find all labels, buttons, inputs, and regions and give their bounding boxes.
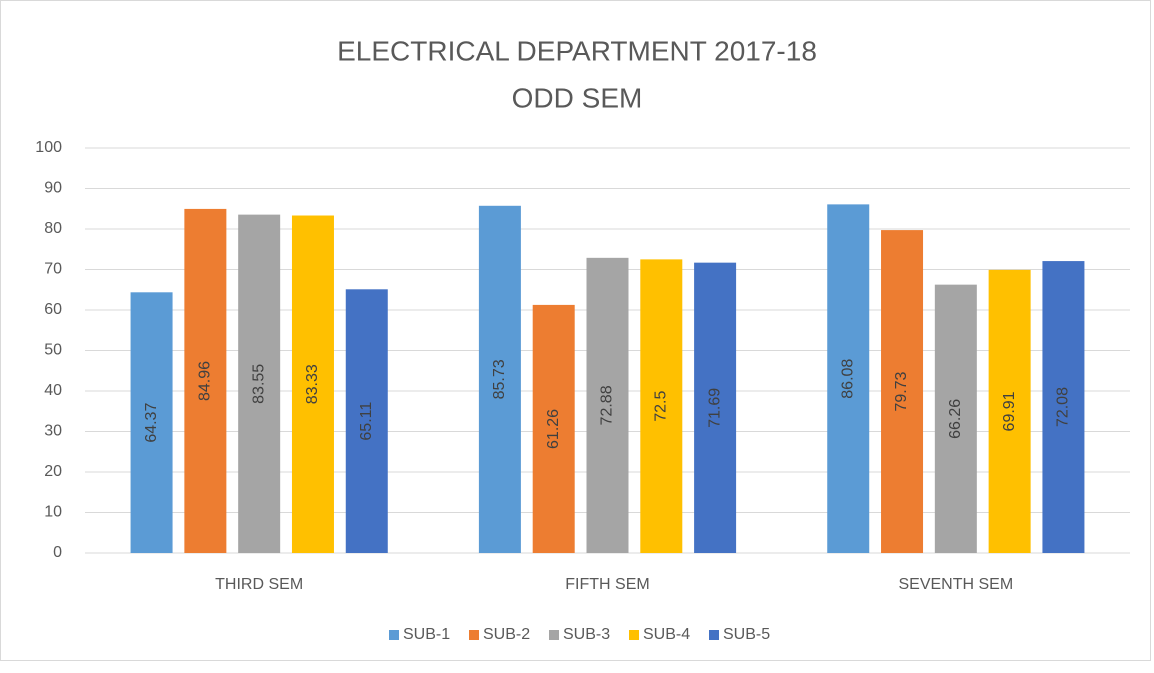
bar xyxy=(640,259,683,553)
data-label: 66.26 xyxy=(947,399,964,439)
data-label: 72.08 xyxy=(1055,387,1072,427)
bar xyxy=(238,214,281,553)
bar xyxy=(1042,261,1085,553)
legend-label: SUB-4 xyxy=(643,626,690,643)
y-tick-label: 50 xyxy=(44,342,62,359)
bar xyxy=(881,230,924,553)
y-tick-label: 70 xyxy=(44,261,62,278)
bar xyxy=(478,205,521,553)
y-tick-label: 60 xyxy=(44,301,62,318)
y-tick-label: 20 xyxy=(44,463,62,480)
data-label: 72.5 xyxy=(653,391,670,422)
legend-label: SUB-3 xyxy=(563,626,610,643)
data-label: 86.08 xyxy=(839,359,856,399)
bar xyxy=(988,269,1031,553)
data-label: 72.88 xyxy=(599,385,616,425)
data-label: 65.11 xyxy=(358,402,375,441)
bar xyxy=(827,204,870,553)
data-label: 84.96 xyxy=(197,361,214,401)
x-tick-label: SEVENTH SEM xyxy=(898,576,1013,593)
chart-title: ODD SEM xyxy=(512,82,643,113)
legend-label: SUB-2 xyxy=(483,626,530,643)
bar xyxy=(532,304,575,553)
y-tick-label: 10 xyxy=(44,504,62,521)
bar xyxy=(184,208,227,554)
chart-title: ELECTRICAL DEPARTMENT 2017-18 xyxy=(337,35,817,66)
y-tick-label: 80 xyxy=(44,220,62,237)
legend-swatch xyxy=(629,630,639,640)
legend-swatch xyxy=(709,630,719,640)
data-label: 71.69 xyxy=(706,388,723,428)
legend-swatch xyxy=(469,630,479,640)
bar xyxy=(291,215,334,554)
data-label: 69.91 xyxy=(1001,391,1018,431)
bar xyxy=(345,289,388,553)
bar xyxy=(586,257,629,553)
y-tick-label: 0 xyxy=(53,544,62,561)
bar xyxy=(130,292,173,553)
data-label: 64.37 xyxy=(143,403,160,443)
bar xyxy=(694,262,737,553)
legend-label: SUB-1 xyxy=(403,626,450,643)
y-tick-label: 30 xyxy=(44,423,62,440)
data-label: 61.26 xyxy=(545,409,562,449)
x-tick-label: THIRD SEM xyxy=(215,576,303,593)
x-tick-label: FIFTH SEM xyxy=(565,576,649,593)
bar xyxy=(934,284,977,553)
y-tick-label: 90 xyxy=(44,180,62,197)
data-label: 83.33 xyxy=(304,364,321,404)
y-tick-label: 100 xyxy=(35,139,62,156)
legend-label: SUB-5 xyxy=(723,626,770,643)
legend-swatch xyxy=(549,630,559,640)
legend-swatch xyxy=(389,630,399,640)
data-label: 85.73 xyxy=(491,359,508,399)
data-label: 83.55 xyxy=(250,364,267,404)
y-tick-label: 40 xyxy=(44,382,62,399)
data-label: 79.73 xyxy=(893,371,910,411)
